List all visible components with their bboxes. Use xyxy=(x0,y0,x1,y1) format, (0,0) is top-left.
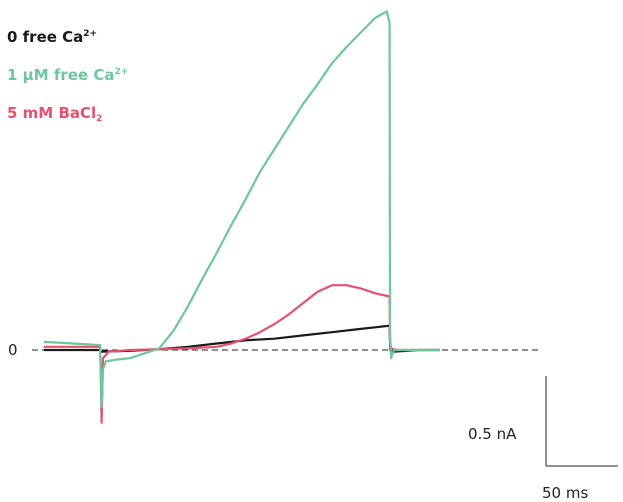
legend: 0 free Ca2+ 1 μM free Ca2+ 5 mM BaCl2 xyxy=(7,20,128,134)
legend-entry-0: 0 free Ca2+ xyxy=(7,28,98,46)
legend-entry-1: 1 μM free Ca2+ xyxy=(7,66,129,84)
traces xyxy=(43,10,440,424)
y-scale-label: 0.5 nA xyxy=(468,425,517,443)
trace-series-0 xyxy=(44,324,440,353)
zero-level-label: 0 xyxy=(8,341,18,359)
trace-series-1 xyxy=(43,10,440,408)
x-scale-label: 50 ms xyxy=(542,484,589,502)
trace-series-2 xyxy=(44,284,440,424)
legend-entry-2: 5 mM BaCl2 xyxy=(7,104,103,124)
